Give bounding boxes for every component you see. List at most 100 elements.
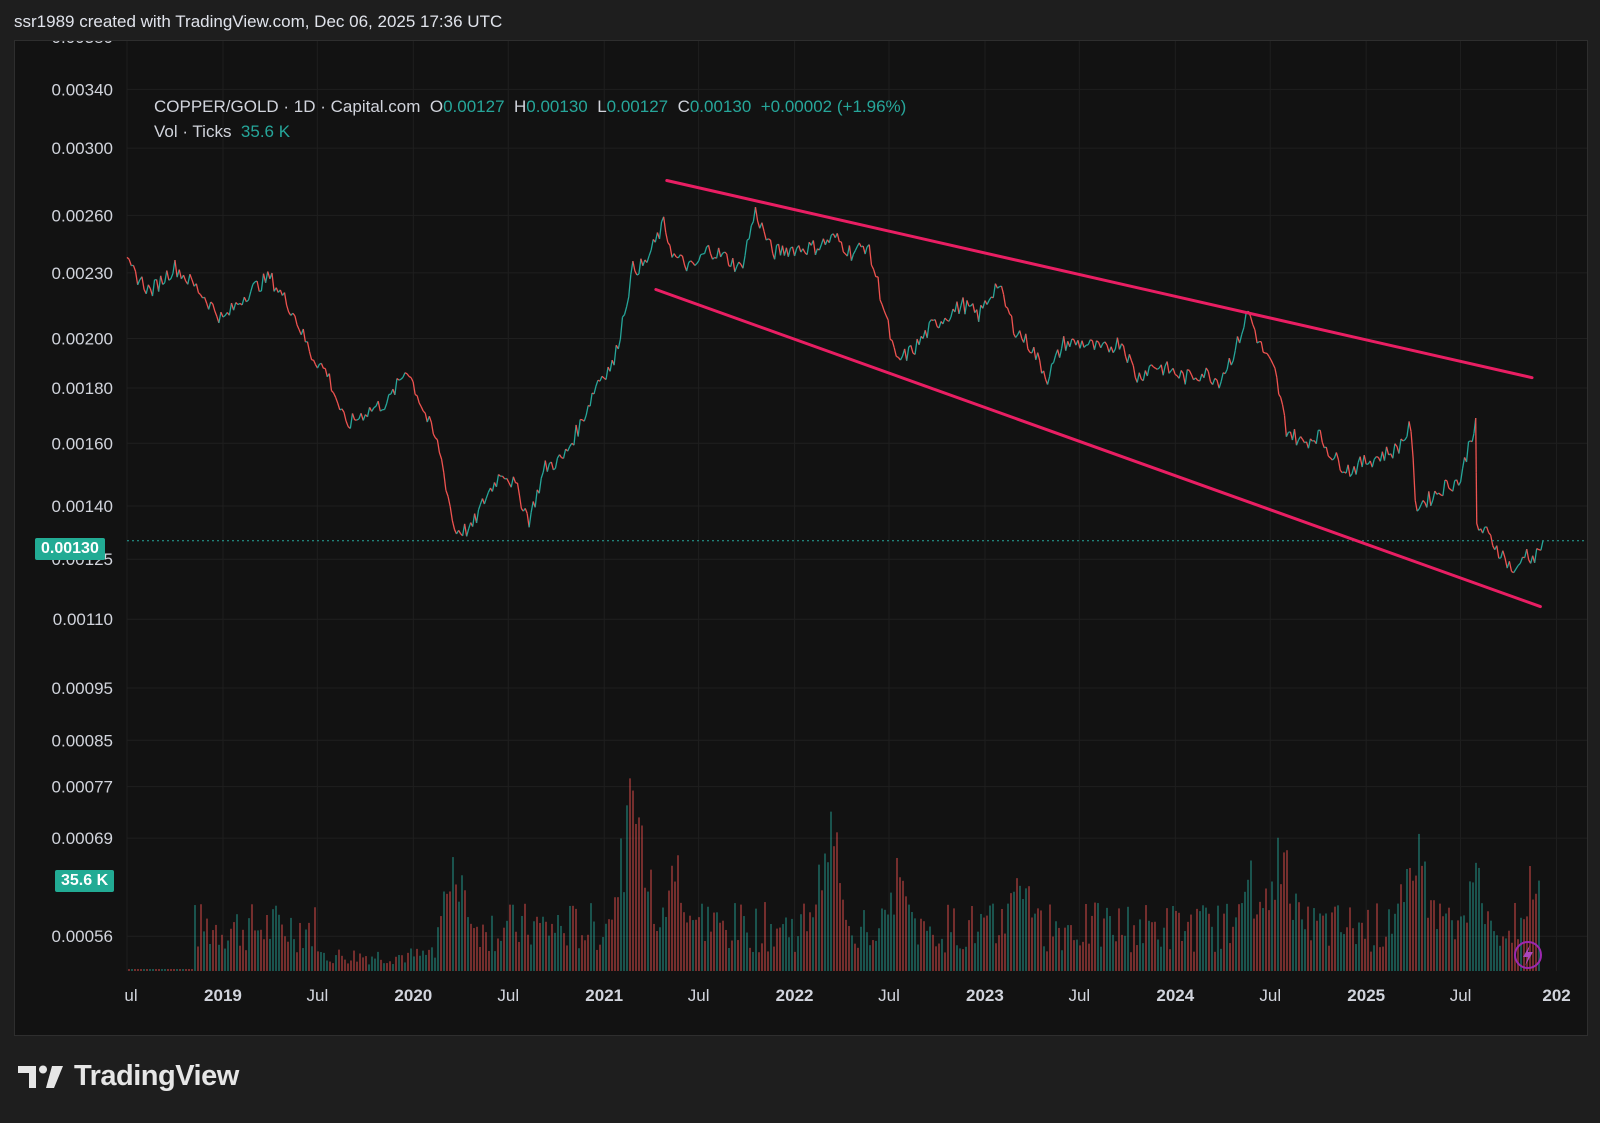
price-segment xyxy=(1069,338,1073,347)
price-segment xyxy=(1337,459,1341,471)
price-segment xyxy=(715,247,720,259)
volume-bar xyxy=(569,905,571,971)
volume-bar xyxy=(821,890,823,971)
volume-bar xyxy=(191,969,193,971)
price-segment xyxy=(528,512,532,528)
price-segment xyxy=(1434,490,1438,495)
price-segment xyxy=(1126,354,1131,363)
volume-bar xyxy=(1094,902,1096,971)
price-segment xyxy=(202,296,205,299)
price-segment xyxy=(1160,364,1164,376)
price-segment xyxy=(377,400,381,412)
price-segment xyxy=(966,300,970,307)
price-segment xyxy=(243,296,248,303)
price-segment xyxy=(271,272,275,292)
price-segment xyxy=(1260,341,1264,353)
volume-bar xyxy=(1493,931,1495,971)
price-segment xyxy=(1252,324,1256,331)
volume-bar xyxy=(968,920,970,971)
volume-bar xyxy=(1151,922,1153,971)
price-segment xyxy=(312,359,317,365)
price-segment xyxy=(1063,336,1067,351)
price-segment xyxy=(351,413,356,421)
price-segment xyxy=(1122,345,1127,357)
volume-bar xyxy=(128,969,130,971)
price-segment xyxy=(320,363,324,369)
price-segment xyxy=(852,250,856,255)
volume-bar xyxy=(704,941,706,971)
volume-bar xyxy=(197,946,199,971)
price-segment xyxy=(1027,348,1031,353)
price-segment xyxy=(379,409,383,412)
volume-bar xyxy=(1022,899,1024,971)
x-tick-label: 2025 xyxy=(1347,986,1385,1005)
volume-bar xyxy=(1184,931,1186,971)
price-chart[interactable]: 0.00380 0.00340 0.00300 0.00260 0.00230 0.002… xyxy=(15,41,1587,1035)
price-segment xyxy=(677,254,681,259)
price-segment xyxy=(1087,339,1091,346)
volume-bar xyxy=(1448,907,1450,971)
price-segment xyxy=(1241,326,1245,335)
volume-bar xyxy=(185,969,187,971)
volume-bar xyxy=(278,914,280,971)
volume-bar xyxy=(167,969,169,971)
volume-bar xyxy=(863,910,865,971)
volume-bar xyxy=(1466,922,1468,971)
x-tick-label: 202 xyxy=(1542,986,1570,1005)
price-segment xyxy=(1307,438,1312,449)
price-segment xyxy=(1228,357,1232,366)
price-segment xyxy=(1274,367,1278,378)
volume-bar xyxy=(1385,936,1387,971)
price-segment xyxy=(756,220,761,229)
price-segment xyxy=(250,284,254,293)
volume-bar xyxy=(632,790,634,971)
volume-bar xyxy=(803,903,805,971)
volume-bar xyxy=(590,903,592,971)
volume-bar xyxy=(1268,910,1270,971)
volume-bar xyxy=(233,922,235,971)
price-segment xyxy=(914,339,918,355)
volume-bar xyxy=(215,924,217,971)
volume-bar xyxy=(566,945,568,971)
price-segment xyxy=(1059,348,1063,358)
volume-bar xyxy=(656,931,658,971)
price-segment xyxy=(252,281,256,285)
price-segment xyxy=(1073,339,1077,346)
price-segment xyxy=(432,433,436,439)
price-segment xyxy=(463,523,468,537)
price-segment xyxy=(1300,436,1304,440)
volume-bar xyxy=(503,927,505,971)
volume-bar xyxy=(725,929,727,971)
volume-bar xyxy=(740,904,742,971)
price-segment xyxy=(267,271,271,280)
y-tick-label: 0.00095 xyxy=(52,679,113,698)
price-segment xyxy=(638,258,642,275)
x-tick-label: Jul xyxy=(1068,986,1090,1005)
volume-bar xyxy=(1046,951,1048,971)
y-tick-label: 0.00300 xyxy=(52,139,113,158)
price-segment xyxy=(1142,370,1146,381)
volume-bar xyxy=(788,937,790,971)
price-segment xyxy=(922,330,926,339)
volume-bar xyxy=(911,912,913,971)
price-segment xyxy=(1270,359,1274,365)
price-segment xyxy=(1461,457,1466,469)
price-segment xyxy=(1504,557,1508,569)
price-segment xyxy=(926,322,930,338)
volume-bar xyxy=(443,891,445,971)
volume-bar xyxy=(1361,922,1363,971)
volume-bar xyxy=(992,903,994,971)
volume-bar xyxy=(143,969,145,971)
volume-bar xyxy=(1106,907,1108,971)
tradingview-logo[interactable]: TradingView xyxy=(18,1060,239,1093)
price-segment xyxy=(445,489,449,497)
volume-bar xyxy=(1463,915,1465,971)
volume-bar xyxy=(446,893,448,971)
price-segment xyxy=(1339,469,1343,473)
volume-bar xyxy=(902,880,904,971)
volume-bar xyxy=(572,905,574,971)
volume-bar xyxy=(977,931,979,971)
volume-bar xyxy=(188,969,190,971)
volume-bar xyxy=(371,956,373,971)
price-segment xyxy=(609,359,613,372)
